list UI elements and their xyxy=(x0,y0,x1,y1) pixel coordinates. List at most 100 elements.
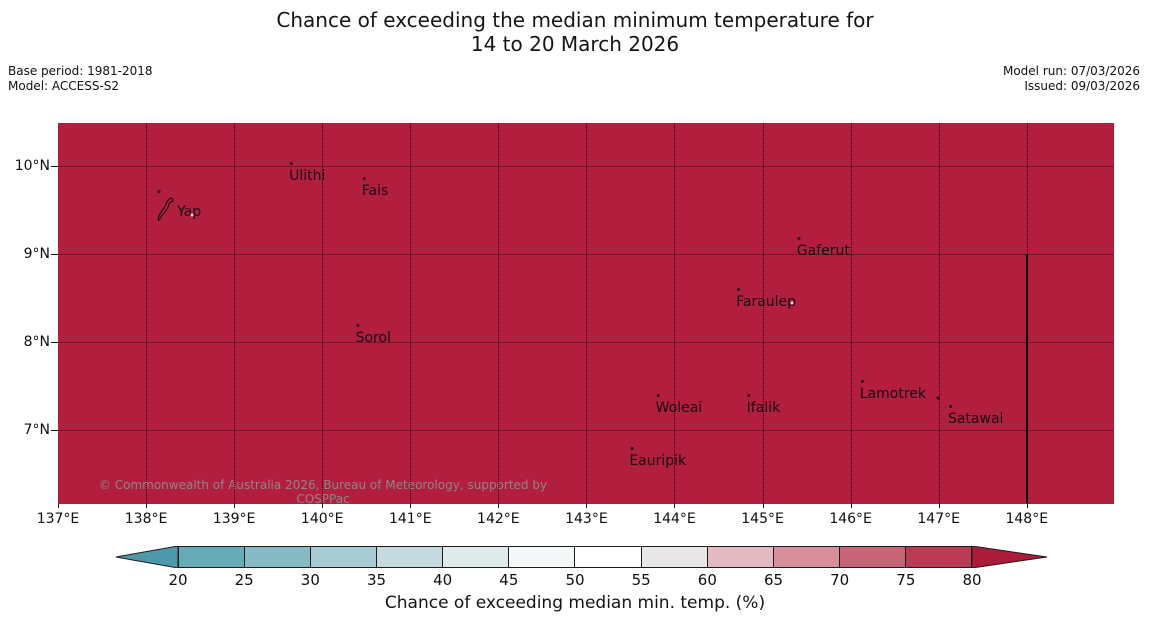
longitude-tick-mark xyxy=(674,504,676,508)
island-label: Fais xyxy=(361,176,389,199)
colorbar-tick-label: 20 xyxy=(168,571,188,589)
colorbar-segment xyxy=(574,547,641,567)
colorbar-segment xyxy=(706,547,773,567)
island-name: Woleai xyxy=(655,400,703,417)
longitude-gridline xyxy=(322,123,324,504)
longitude-tick-mark xyxy=(234,504,236,508)
island-label: Sorol xyxy=(355,323,391,346)
colorbar-under-arrow xyxy=(115,546,179,568)
longitude-tick-mark xyxy=(762,504,764,508)
colorbar-segment xyxy=(640,547,707,567)
island-name: Faraulep xyxy=(736,293,797,310)
issued-text: Issued: 09/03/2026 xyxy=(1024,79,1140,93)
minor-islet-dot xyxy=(190,213,194,217)
island-name: Yap xyxy=(177,204,202,221)
island-label: Lamotrek xyxy=(859,380,927,403)
colorbar-tick-label: 65 xyxy=(763,571,784,589)
base-period-text: Base period: 1981-2018 xyxy=(8,64,153,78)
longitude-tick-label: 147°E xyxy=(917,511,960,527)
island-label: Ifalik xyxy=(746,394,781,417)
longitude-tick-label: 137°E xyxy=(36,511,80,527)
colorbar-segment xyxy=(310,547,377,567)
latitude-tick-label: 8°N xyxy=(23,334,50,351)
longitude-gridline xyxy=(938,123,940,504)
run-info-right: Model run: 07/03/2026 Issued: 09/03/2026 xyxy=(1003,64,1140,94)
island-marker-dot xyxy=(860,380,864,384)
colorbar-tick-label: 70 xyxy=(830,571,850,589)
latitude-gridline xyxy=(58,430,1114,432)
colorbar-tick-label: 40 xyxy=(433,571,453,589)
island-label: Satawal xyxy=(947,404,1004,427)
island-name: Fais xyxy=(361,182,389,199)
island-marker-dot xyxy=(656,394,660,398)
island-label: Faraulep xyxy=(736,287,797,310)
model-run-text: Model run: 07/03/2026 xyxy=(1002,64,1140,78)
latitude-tick-label: 10°N xyxy=(14,158,50,174)
latitude-tick-mark xyxy=(51,166,58,167)
run-info-left: Base period: 1981-2018 Model: ACCESS-S2 xyxy=(8,64,153,94)
longitude-tick-mark xyxy=(938,504,940,508)
latitude-tick-mark xyxy=(51,254,58,256)
colorbar-tick-label: 50 xyxy=(565,571,585,589)
colorbar-tick-label: 75 xyxy=(896,571,916,589)
longitude-gridline xyxy=(586,123,588,504)
longitude-gridline xyxy=(146,123,148,504)
island-marker-dot xyxy=(630,447,634,451)
longitude-gridline xyxy=(498,123,500,504)
longitude-tick-label: 142°E xyxy=(477,511,520,527)
island-name: Ulithi xyxy=(289,167,326,184)
latitude-tick-mark xyxy=(51,430,58,432)
island-name: Ifalik xyxy=(746,400,781,417)
longitude-tick-label: 141°E xyxy=(388,511,432,527)
colorbar-over-arrow xyxy=(972,546,1048,568)
latitude-gridline xyxy=(58,254,1114,256)
minor-islet-dot xyxy=(936,396,940,400)
colorbar-tick-label: 55 xyxy=(631,571,651,589)
longitude-tick-mark xyxy=(498,504,500,508)
longitude-gridline xyxy=(674,123,676,504)
colorbar-segment xyxy=(904,547,971,567)
longitude-tick-label: 145°E xyxy=(741,511,784,527)
minor-islet-dot xyxy=(790,301,794,305)
island-name: Satawal xyxy=(947,410,1004,427)
longitude-tick-mark xyxy=(850,504,852,508)
longitude-tick-mark xyxy=(322,504,324,508)
longitude-gridline xyxy=(234,123,236,504)
colorbar-segment xyxy=(838,547,905,567)
colorbar-segment xyxy=(772,547,839,567)
colorbar-segment xyxy=(179,547,245,567)
colorbar-tick-label: 45 xyxy=(499,571,519,589)
longitude-tick-mark xyxy=(1026,504,1028,508)
model-text: Model: ACCESS-S2 xyxy=(8,79,120,93)
page-title: Chance of exceeding the median minimum t… xyxy=(0,8,1150,56)
island-label: Yap xyxy=(156,190,202,222)
colorbar-segment xyxy=(376,547,443,567)
longitude-tick-mark xyxy=(586,504,588,508)
island-name: Sorol xyxy=(355,329,391,346)
island-marker-dot xyxy=(747,394,751,398)
longitude-tick-label: 139°E xyxy=(212,511,256,527)
island-name: Eauripik xyxy=(629,453,687,470)
island-label: Ulithi xyxy=(289,161,326,184)
island-name: Lamotrek xyxy=(859,386,927,403)
colorbar-tick-label: 35 xyxy=(366,571,387,589)
longitude-tick-label: 146°E xyxy=(829,511,872,527)
colorbar-segment xyxy=(508,547,575,567)
longitude-tick-label: 144°E xyxy=(653,511,696,527)
latitude-tick-label: 9°N xyxy=(23,246,50,263)
longitude-tick-label: 148°E xyxy=(1005,511,1049,527)
island-label: Woleai xyxy=(655,394,703,417)
longitude-tick-label: 138°E xyxy=(124,511,168,527)
island-name: Gaferut xyxy=(796,242,850,259)
longitude-gridline xyxy=(410,123,412,504)
state-boundary-line xyxy=(1025,254,1028,504)
island-marker-dot xyxy=(356,323,360,327)
colorbar-body xyxy=(178,546,972,568)
colorbar-segment xyxy=(244,547,311,567)
island-marker-dot xyxy=(797,236,801,240)
colorbar: 20 25 30 35 40 45 50 55 60 65 70 75 80 xyxy=(115,546,1048,589)
colorbar-tick-label: 30 xyxy=(300,571,320,589)
longitude-tick-mark xyxy=(58,504,59,508)
longitude-gridline xyxy=(762,123,764,504)
